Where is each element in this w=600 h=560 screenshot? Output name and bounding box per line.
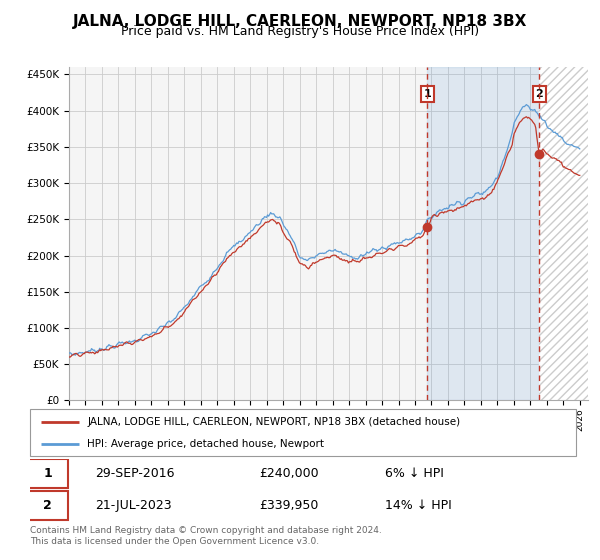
FancyBboxPatch shape bbox=[27, 459, 68, 488]
Text: Price paid vs. HM Land Registry's House Price Index (HPI): Price paid vs. HM Land Registry's House … bbox=[121, 25, 479, 38]
Text: 14% ↓ HPI: 14% ↓ HPI bbox=[385, 499, 452, 512]
FancyBboxPatch shape bbox=[27, 492, 68, 520]
Text: 21-JUL-2023: 21-JUL-2023 bbox=[95, 499, 172, 512]
Text: JALNA, LODGE HILL, CAERLEON, NEWPORT, NP18 3BX (detached house): JALNA, LODGE HILL, CAERLEON, NEWPORT, NP… bbox=[88, 417, 460, 427]
Text: Contains HM Land Registry data © Crown copyright and database right 2024.
This d: Contains HM Land Registry data © Crown c… bbox=[30, 526, 382, 546]
Text: 2: 2 bbox=[535, 89, 543, 99]
Text: 1: 1 bbox=[43, 467, 52, 480]
Text: 6% ↓ HPI: 6% ↓ HPI bbox=[385, 467, 444, 480]
Text: £339,950: £339,950 bbox=[259, 499, 319, 512]
FancyBboxPatch shape bbox=[30, 409, 576, 456]
Text: 29-SEP-2016: 29-SEP-2016 bbox=[95, 467, 175, 480]
Text: 1: 1 bbox=[424, 89, 431, 99]
Text: HPI: Average price, detached house, Newport: HPI: Average price, detached house, Newp… bbox=[88, 438, 325, 449]
Text: £240,000: £240,000 bbox=[259, 467, 319, 480]
Text: JALNA, LODGE HILL, CAERLEON, NEWPORT, NP18 3BX: JALNA, LODGE HILL, CAERLEON, NEWPORT, NP… bbox=[73, 14, 527, 29]
Text: 2: 2 bbox=[43, 499, 52, 512]
Bar bbox=[539, 67, 588, 400]
